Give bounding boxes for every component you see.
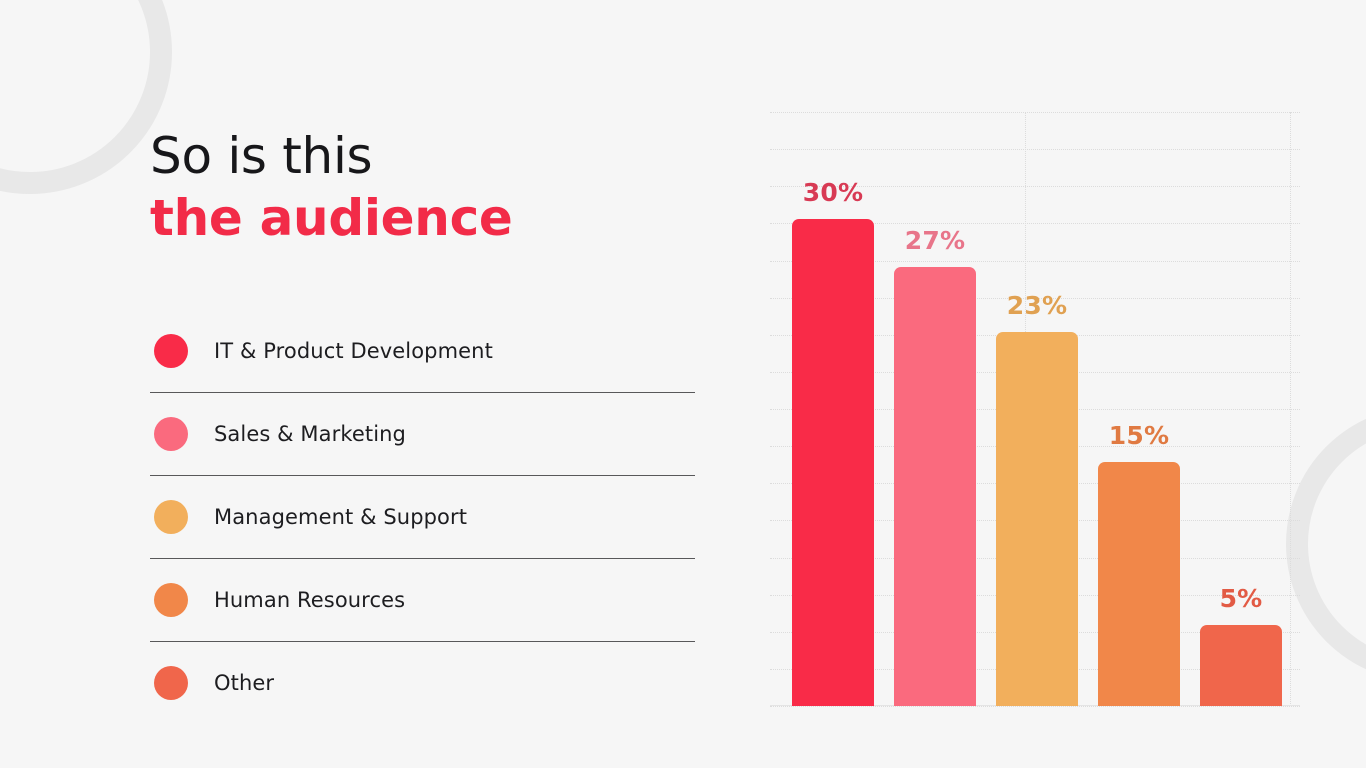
bar-column[interactable]: 15% — [1098, 112, 1180, 706]
page-title-line-1: So is this — [150, 127, 373, 185]
bar-chart: 30% 27% 23% 15% 5% — [770, 112, 1300, 712]
bar-rect[interactable] — [996, 332, 1078, 706]
legend-item-label: Other — [214, 671, 275, 695]
bar-value-label: 23% — [1006, 291, 1068, 321]
legend-item[interactable]: Sales & Marketing — [150, 393, 695, 476]
bar-column[interactable]: 30% — [792, 112, 874, 706]
bar-value-label: 15% — [1108, 421, 1170, 451]
legend-item[interactable]: IT & Product Development — [150, 310, 695, 393]
gridline-horizontal — [770, 186, 1300, 188]
bar-rect[interactable] — [1200, 624, 1282, 706]
bar-value-label: 30% — [802, 177, 864, 207]
legend-item-label: IT & Product Development — [214, 339, 493, 363]
bar-column[interactable]: 27% — [894, 112, 976, 706]
bar-value-label: 27% — [904, 226, 966, 256]
legend-item[interactable]: Management & Support — [150, 476, 695, 559]
gridline-horizontal — [770, 112, 1300, 113]
left-panel: So is this the audience IT & Product Dev… — [150, 128, 710, 700]
gridline-horizontal — [770, 223, 1300, 225]
legend-color-dot — [154, 417, 188, 451]
gridline-horizontal — [770, 149, 1300, 151]
legend-item[interactable]: Other — [150, 642, 695, 724]
legend-color-dot — [154, 500, 188, 534]
bar-rect[interactable] — [894, 267, 976, 706]
bar-rect[interactable] — [792, 218, 874, 706]
legend-color-dot — [154, 334, 188, 368]
bar-column[interactable]: 23% — [996, 112, 1078, 706]
legend-color-dot — [154, 583, 188, 617]
legend-list: IT & Product Development Sales & Marketin… — [150, 310, 695, 724]
bar-value-label: 5% — [1219, 583, 1263, 613]
legend-color-dot — [154, 666, 188, 700]
chart-plot-area: 30% 27% 23% 15% 5% — [770, 112, 1300, 712]
legend-item-label: Human Resources — [214, 588, 406, 612]
legend-item[interactable]: Human Resources — [150, 559, 695, 642]
legend-item-label: Management & Support — [214, 505, 468, 529]
gridline-horizontal — [770, 706, 1300, 707]
page-title-line-2: the audience — [150, 189, 513, 247]
bar-rect[interactable] — [1098, 462, 1180, 706]
gridline-horizontal — [770, 297, 1300, 299]
page-title: So is this the audience — [150, 128, 710, 246]
gridline-vertical — [1290, 112, 1291, 706]
legend-item-label: Sales & Marketing — [214, 422, 406, 446]
bar-column[interactable]: 5% — [1200, 112, 1282, 706]
gridline-horizontal — [770, 260, 1300, 262]
chart-bars: 30% 27% 23% 15% 5% — [792, 112, 1282, 706]
